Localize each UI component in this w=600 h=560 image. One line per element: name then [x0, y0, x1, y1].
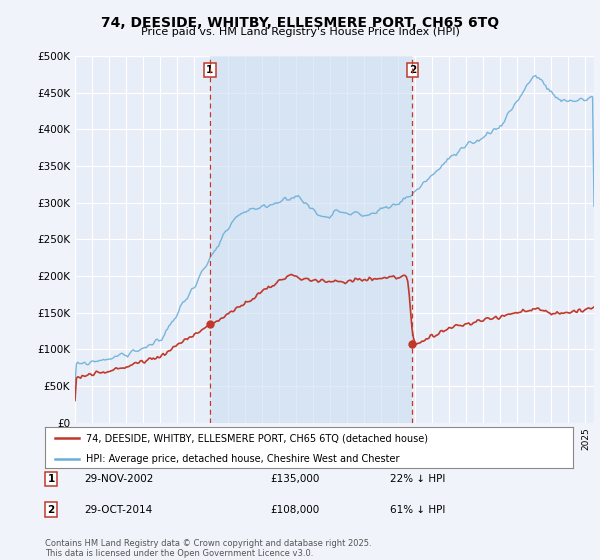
Bar [209, 56, 412, 423]
Text: 29-NOV-2002: 29-NOV-2002 [84, 474, 154, 484]
Text: £108,000: £108,000 [270, 505, 319, 515]
Text: 1: 1 [206, 65, 213, 75]
Text: £135,000: £135,000 [270, 474, 319, 484]
Text: 2: 2 [47, 505, 55, 515]
Text: 29-OCT-2014: 29-OCT-2014 [84, 505, 152, 515]
Text: Contains HM Land Registry data © Crown copyright and database right 2025.
This d: Contains HM Land Registry data © Crown c… [45, 539, 371, 558]
Text: 1: 1 [47, 474, 55, 484]
Text: 61% ↓ HPI: 61% ↓ HPI [390, 505, 445, 515]
Text: Price paid vs. HM Land Registry's House Price Index (HPI): Price paid vs. HM Land Registry's House … [140, 27, 460, 37]
Text: 74, DEESIDE, WHITBY, ELLESMERE PORT, CH65 6TQ: 74, DEESIDE, WHITBY, ELLESMERE PORT, CH6… [101, 16, 499, 30]
Text: 74, DEESIDE, WHITBY, ELLESMERE PORT, CH65 6TQ (detached house): 74, DEESIDE, WHITBY, ELLESMERE PORT, CH6… [86, 433, 428, 443]
Text: HPI: Average price, detached house, Cheshire West and Chester: HPI: Average price, detached house, Ches… [86, 454, 400, 464]
Text: 22% ↓ HPI: 22% ↓ HPI [390, 474, 445, 484]
Text: 2: 2 [409, 65, 416, 75]
